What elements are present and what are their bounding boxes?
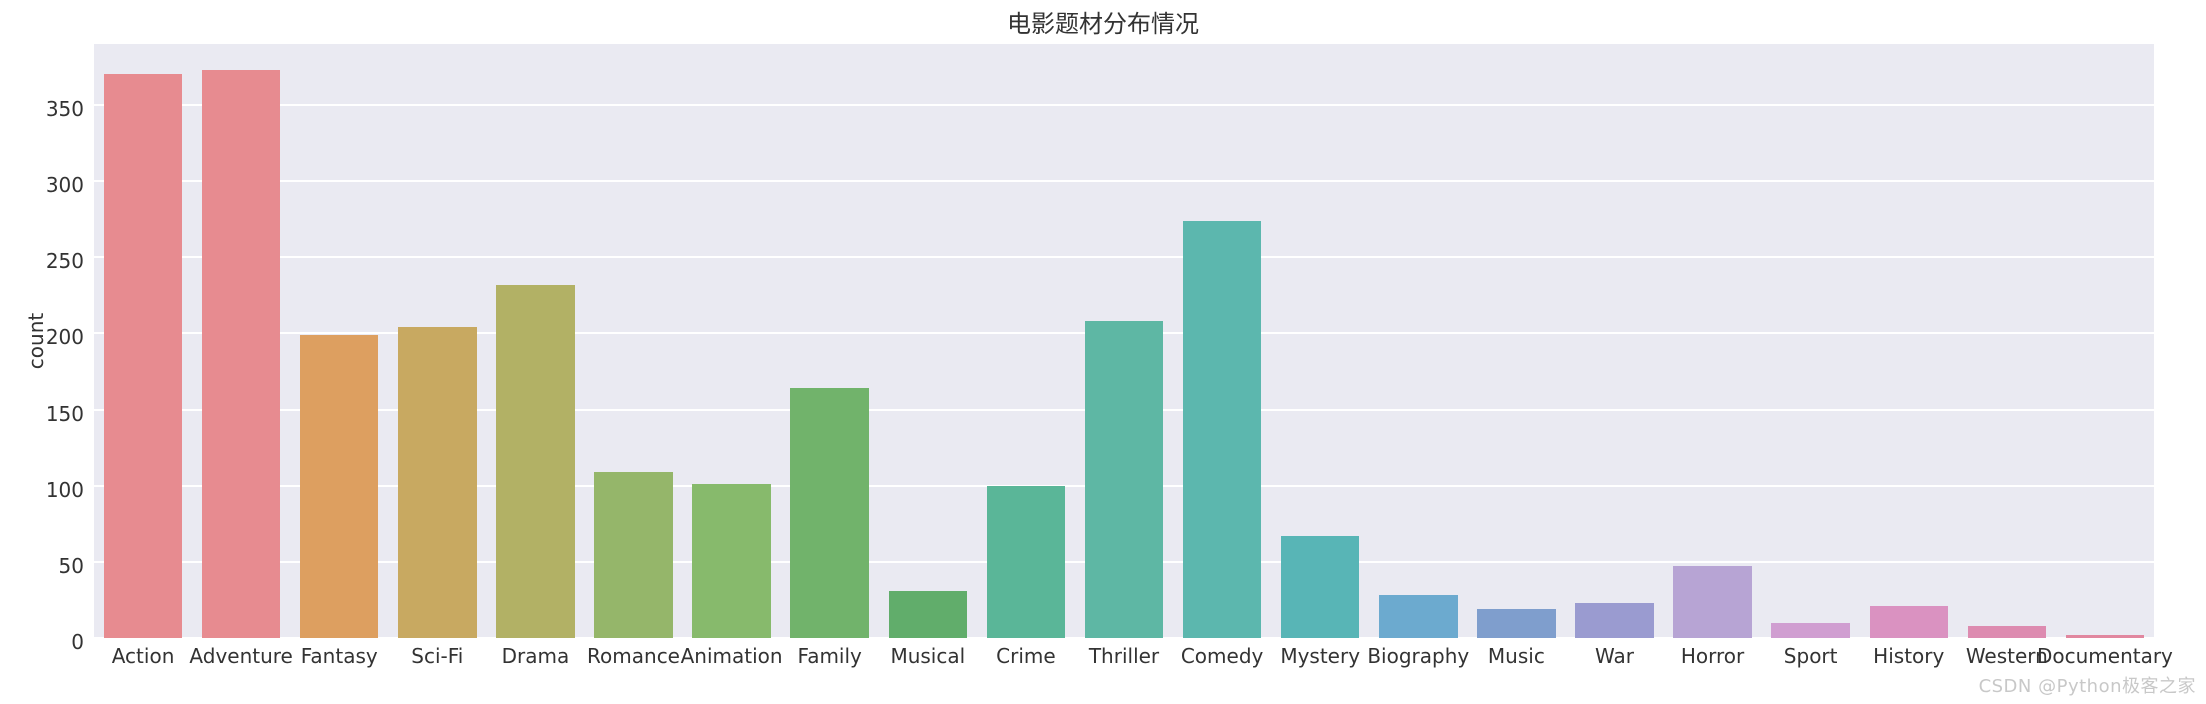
x-tick-label: Music	[1488, 638, 1545, 668]
bar	[398, 327, 476, 638]
gridline	[94, 180, 2154, 182]
bar	[889, 591, 967, 638]
bar	[1379, 595, 1457, 638]
y-tick-label: 150	[0, 402, 94, 426]
bar	[202, 70, 280, 638]
bar	[1771, 623, 1849, 638]
gridline	[94, 104, 2154, 106]
y-tick-label: 200	[0, 325, 94, 349]
bar	[1673, 566, 1751, 638]
bar	[1870, 606, 1948, 638]
bar	[1477, 609, 1555, 638]
bar	[1281, 536, 1359, 638]
x-tick-label: Adventure	[189, 638, 292, 668]
bar	[1183, 221, 1261, 638]
y-tick-label: 0	[0, 630, 94, 654]
plot-area	[94, 44, 2154, 638]
bar	[300, 335, 378, 638]
x-tick-label: Horror	[1681, 638, 1744, 668]
watermark-text: CSDN @Python极客之家	[1979, 672, 2196, 698]
gridline	[94, 256, 2154, 258]
y-tick-label: 250	[0, 249, 94, 273]
x-tick-label: Drama	[502, 638, 570, 668]
x-tick-label: Sci-Fi	[411, 638, 463, 668]
chart-title: 电影题材分布情况	[0, 4, 2206, 39]
x-tick-label: Musical	[890, 638, 965, 668]
x-tick-label: Thriller	[1089, 638, 1159, 668]
x-tick-label: Sport	[1784, 638, 1838, 668]
y-tick-label: 300	[0, 173, 94, 197]
bar	[987, 486, 1065, 638]
y-tick-label: 100	[0, 478, 94, 502]
x-tick-label: Action	[112, 638, 175, 668]
x-tick-label: Crime	[996, 638, 1056, 668]
bar	[1085, 321, 1163, 638]
bar	[1968, 626, 2046, 638]
x-tick-label: Romance	[587, 638, 680, 668]
x-tick-label: Comedy	[1181, 638, 1264, 668]
bar	[692, 484, 770, 638]
x-tick-label: War	[1595, 638, 1634, 668]
x-tick-label: Biography	[1367, 638, 1469, 668]
x-tick-label: Fantasy	[301, 638, 378, 668]
x-tick-label: History	[1873, 638, 1944, 668]
bar	[1575, 603, 1653, 638]
bar	[496, 285, 574, 638]
bar	[790, 388, 868, 638]
bar	[594, 472, 672, 638]
x-tick-label: Mystery	[1280, 638, 1360, 668]
x-tick-label: Western	[1966, 638, 2048, 668]
x-tick-label: Documentary	[2037, 638, 2173, 668]
x-tick-label: Family	[798, 638, 862, 668]
y-tick-label: 50	[0, 554, 94, 578]
x-tick-label: Animation	[681, 638, 783, 668]
y-tick-label: 350	[0, 97, 94, 121]
bar	[104, 74, 182, 638]
